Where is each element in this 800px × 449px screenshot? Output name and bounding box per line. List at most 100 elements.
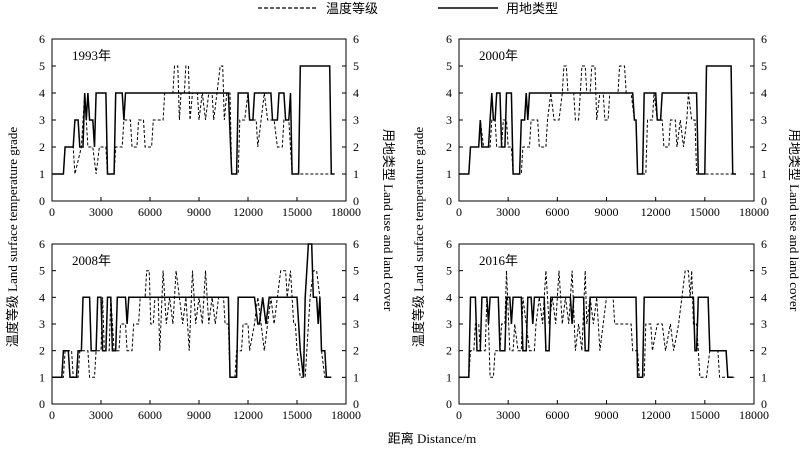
y-tick-label-left: 4 (446, 290, 452, 304)
y-tick-label-right: 3 (761, 317, 767, 331)
y-tick-label-left: 6 (446, 237, 452, 251)
y-axis-label-right-2: 用地类型 Land use and land cover (787, 129, 800, 312)
x-tick-label: 0 (456, 205, 462, 219)
y-tick-label-left: 4 (39, 290, 45, 304)
y-axis-label-left: 温度等级 Land surface temperature grade (5, 127, 20, 347)
temperature-grade-line (52, 270, 330, 378)
y-tick-label-right: 6 (353, 237, 359, 251)
x-tick-label: 18000 (739, 408, 769, 422)
y-tick-label-right: 5 (761, 264, 767, 278)
y-tick-label-right: 4 (353, 86, 359, 100)
x-tick-label: 15000 (282, 408, 312, 422)
plot-frame (51, 38, 347, 202)
y-tick-label-right: 3 (761, 113, 767, 127)
x-tick-label: 9000 (187, 205, 211, 219)
y-tick-label-right: 1 (761, 167, 767, 181)
legend-landuse-label: 用地类型 (506, 1, 558, 16)
y-tick-label-left: 1 (446, 167, 452, 181)
x-tick-label: 15000 (282, 205, 312, 219)
y-tick-label-left: 0 (446, 194, 452, 208)
panel-title: 2016年 (479, 253, 518, 268)
y-tick-label-right: 1 (353, 370, 359, 384)
y-tick-label-left: 5 (39, 264, 45, 278)
y-tick-label-right: 6 (761, 32, 767, 46)
y-tick-label-left: 3 (446, 317, 452, 331)
x-tick-label: 3000 (89, 205, 113, 219)
x-tick-label: 0 (456, 408, 462, 422)
y-tick-label-left: 2 (39, 140, 45, 154)
y-tick-label-right: 4 (761, 86, 767, 100)
y-tick-label-right: 0 (353, 194, 359, 208)
y-tick-label-left: 4 (39, 86, 45, 100)
y-tick-label-left: 2 (446, 140, 452, 154)
x-tick-label: 6000 (545, 408, 569, 422)
land-use-line (52, 65, 335, 175)
y-tick-label-left: 6 (39, 32, 45, 46)
y-tick-label-right: 0 (353, 397, 359, 411)
y-tick-label-right: 4 (761, 290, 767, 304)
land-use-line (459, 296, 733, 379)
panel-title: 2000年 (479, 48, 518, 63)
y-tick-label-right: 1 (353, 167, 359, 181)
x-tick-label: 0 (49, 205, 55, 219)
x-tick-label: 6000 (138, 408, 162, 422)
x-tick-label: 18000 (331, 408, 361, 422)
y-tick-label-left: 5 (39, 59, 45, 73)
legend: 温度等级 用地类型 (258, 1, 558, 16)
panel-title: 2008年 (72, 253, 111, 268)
panel-2: 0 01 12 23 34 45 56 60 3000 6000 9000 12000 15000 180… (446, 32, 769, 219)
y-tick-label-left: 5 (446, 264, 452, 278)
y-tick-label-right: 6 (761, 237, 767, 251)
temperature-grade-line (459, 270, 735, 378)
x-tick-label: 12000 (641, 205, 671, 219)
y-tick-label-right: 0 (761, 194, 767, 208)
y-tick-label-left: 0 (39, 194, 45, 208)
y-tick-label-right: 6 (353, 32, 359, 46)
panel-3: 0 01 12 23 34 45 56 60 3000 6000 9000 12000 15000 180… (39, 237, 361, 422)
y-tick-label-right: 4 (353, 290, 359, 304)
y-tick-label-left: 0 (446, 397, 452, 411)
y-tick-label-left: 2 (39, 344, 45, 358)
x-tick-label: 15000 (690, 205, 720, 219)
y-tick-label-left: 6 (39, 237, 45, 251)
land-use-line (52, 243, 332, 379)
panel-title: 1993年 (72, 48, 111, 63)
y-axis-label-right: 用地类型 Land use and land cover (381, 129, 396, 312)
x-tick-label: 3000 (496, 205, 520, 219)
y-tick-label-right: 2 (761, 140, 767, 154)
x-tick-label: 6000 (545, 205, 569, 219)
y-tick-label-right: 3 (353, 113, 359, 127)
x-tick-label: 6000 (138, 205, 162, 219)
y-tick-label-left: 4 (446, 86, 452, 100)
y-tick-label-right: 5 (761, 59, 767, 73)
x-tick-label: 12000 (233, 408, 263, 422)
y-tick-label-right: 5 (353, 264, 359, 278)
plot-frame (51, 243, 347, 405)
y-tick-label-left: 1 (39, 167, 45, 181)
x-tick-label: 9000 (595, 205, 619, 219)
y-tick-label-left: 1 (446, 370, 452, 384)
x-tick-label: 18000 (739, 205, 769, 219)
x-tick-label: 3000 (496, 408, 520, 422)
y-axis-label-left-2: 温度等级 Land surface temperature grade (411, 127, 426, 347)
y-tick-label-left: 3 (39, 317, 45, 331)
x-axis-label: 距离 Distance/m (388, 431, 476, 446)
y-tick-label-left: 5 (446, 59, 452, 73)
y-tick-label-right: 0 (761, 397, 767, 411)
y-tick-label-left: 3 (39, 113, 45, 127)
y-tick-label-right: 1 (761, 370, 767, 384)
plot-frame (458, 243, 755, 405)
y-tick-label-right: 2 (761, 344, 767, 358)
panel-1: 0 01 12 23 34 45 56 60 3000 6000 9000 12000 15000 180… (39, 32, 361, 219)
y-tick-label-left: 0 (39, 397, 45, 411)
x-tick-label: 12000 (641, 408, 671, 422)
x-tick-label: 18000 (331, 205, 361, 219)
x-tick-label: 3000 (89, 408, 113, 422)
x-tick-label: 12000 (233, 205, 263, 219)
y-tick-label-right: 2 (353, 140, 359, 154)
y-tick-label-left: 3 (446, 113, 452, 127)
y-tick-label-left: 6 (446, 32, 452, 46)
panel-4: 0 01 12 23 34 45 56 60 3000 6000 9000 12000 15000 180… (446, 237, 769, 422)
y-tick-label-left: 2 (446, 344, 452, 358)
